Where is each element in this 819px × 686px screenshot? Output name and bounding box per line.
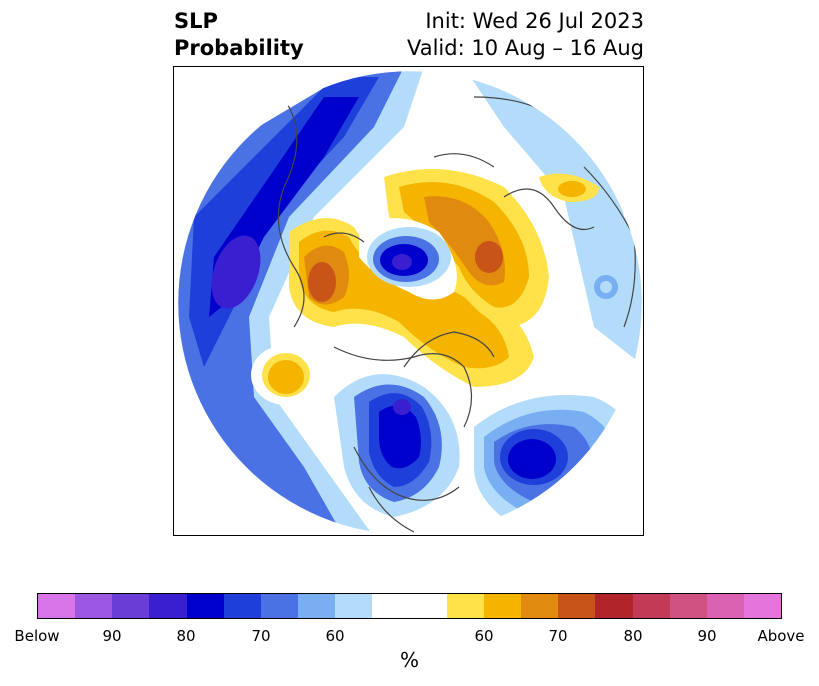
colorbar-tick-label: 80 xyxy=(176,627,196,645)
colorbar-swatch xyxy=(75,594,113,618)
colorbar-tick-label: 60 xyxy=(474,627,494,645)
colorbar-swatch xyxy=(483,594,522,618)
russia-high-region xyxy=(384,169,549,327)
colorbar-tick-label: 70 xyxy=(548,627,568,645)
colorbar-swatch xyxy=(409,594,447,618)
colorbar-swatch xyxy=(706,594,744,618)
arctic-low-region xyxy=(359,218,457,300)
alaska-high-region xyxy=(251,345,321,405)
map-panel xyxy=(173,66,644,536)
chart-title: SLP Probability xyxy=(174,8,304,62)
colorbar-swatch xyxy=(186,594,224,618)
pacific-low-region xyxy=(178,71,424,535)
colorbar-swatch xyxy=(149,594,187,618)
colorbar-tick-label: Above xyxy=(757,627,805,645)
colorbar-swatch xyxy=(446,594,484,618)
colorbar xyxy=(37,593,782,619)
colorbar-tick-label: 90 xyxy=(697,627,717,645)
init-date: Init: Wed 26 Jul 2023 xyxy=(425,9,644,33)
chart-subtitle: Init: Wed 26 Jul 2023 Valid: 10 Aug – 16… xyxy=(407,8,644,62)
colorbar-tick-label: 90 xyxy=(102,627,122,645)
colorbar-swatch xyxy=(595,594,633,618)
colorbar-swatch xyxy=(521,594,559,618)
colorbar-unit-label: % xyxy=(399,648,419,672)
colorbar-tick-label: Below xyxy=(14,627,60,645)
atlantic-low-region xyxy=(474,395,642,535)
colorbar-tick-label: 60 xyxy=(325,627,345,645)
colorbar-swatch xyxy=(372,594,410,618)
colorbar-swatch xyxy=(223,594,261,618)
colorbar-swatch xyxy=(38,594,76,618)
greenland-high-region xyxy=(289,218,534,387)
colorbar-tick-label: 80 xyxy=(623,627,643,645)
colorbar-swatch xyxy=(669,594,707,618)
title-line-1: SLP xyxy=(174,9,218,33)
colorbar-swatch xyxy=(335,594,373,618)
probability-map xyxy=(177,70,643,535)
colorbar-tick-label: 70 xyxy=(251,627,271,645)
title-line-2: Probability xyxy=(174,36,304,60)
colorbar-swatch xyxy=(558,594,596,618)
colorbar-swatch xyxy=(112,594,150,618)
colorbar-swatch xyxy=(743,594,782,618)
colorbar-swatch xyxy=(632,594,670,618)
canada-low-region xyxy=(334,374,460,517)
siberia-high-region xyxy=(539,173,599,202)
colorbar-ticks: Below 90 80 70 60 60 70 80 90 Above xyxy=(0,627,819,647)
valid-range: Valid: 10 Aug – 16 Aug xyxy=(406,36,644,60)
colorbar-swatch xyxy=(260,594,299,618)
colorbar-swatch xyxy=(298,594,336,618)
